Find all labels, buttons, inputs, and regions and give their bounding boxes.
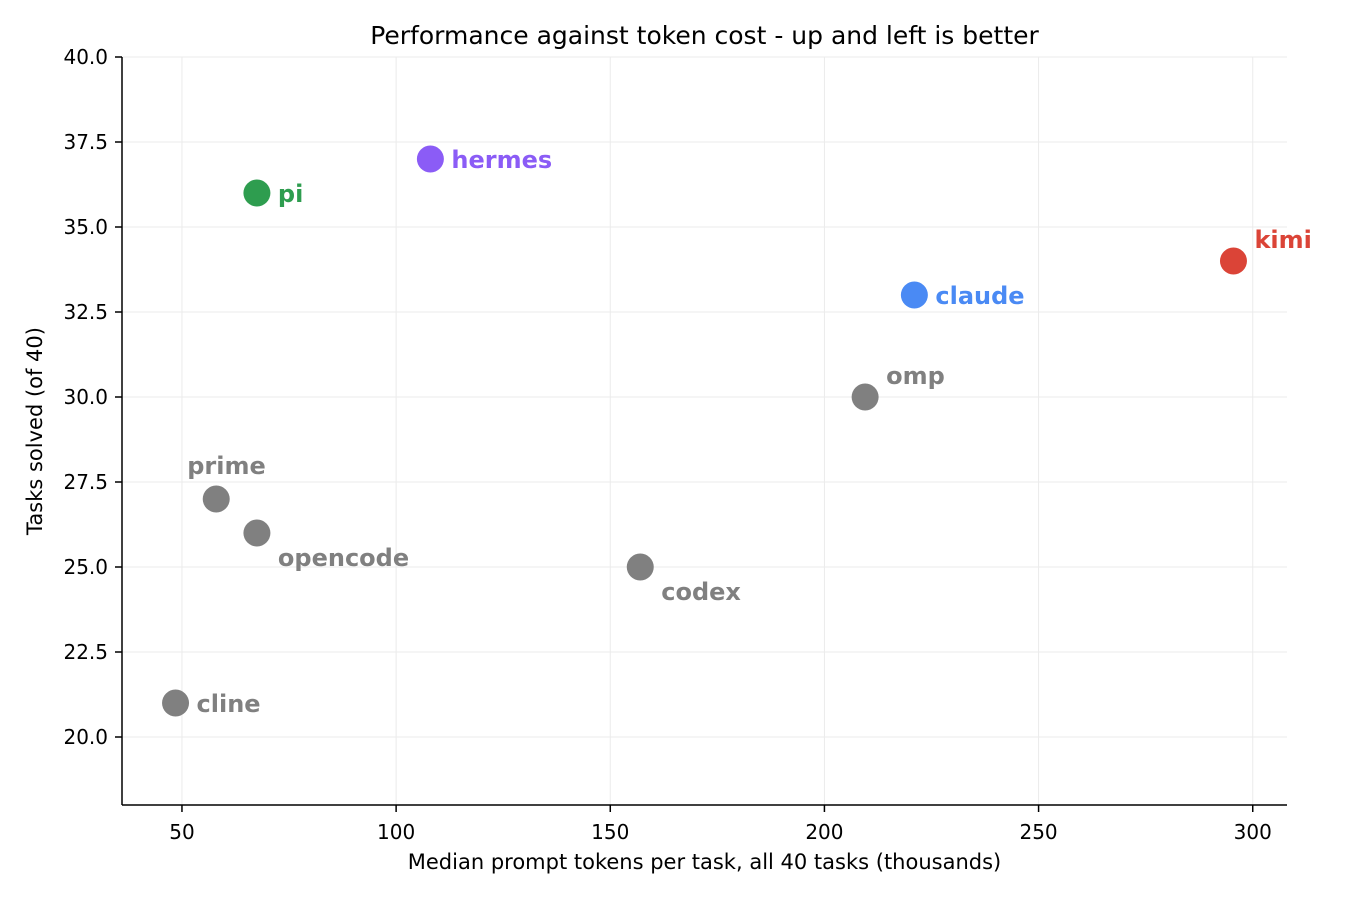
point-label-hermes: hermes [451,146,552,174]
data-point-cline [162,689,190,717]
point-label-codex: codex [661,578,741,606]
data-point-kimi [1219,247,1247,275]
data-point-claude [900,281,928,309]
y-axis-ticks: 20.0 22.5 25.0 27.5 30.0 32.5 35.0 37.5 40.0 [63,45,122,749]
y-tick-label: 20.0 [63,725,108,749]
y-tick-label: 37.5 [63,130,108,154]
data-point-omp [851,383,879,411]
x-tick-label: 50 [169,820,194,844]
data-point-pi [243,179,271,207]
y-tick-label: 35.0 [63,215,108,239]
axes-layer [121,57,1287,806]
point-label-cline: cline [197,690,261,718]
point-label-prime: prime [187,452,266,480]
y-tick-label: 25.0 [63,555,108,579]
x-axis-ticks: 50 100 150 200 250 300 [169,805,1272,844]
chart-title: Performance against token cost - up and … [370,21,1039,50]
data-point-prime [202,485,230,513]
x-axis-label: Median prompt tokens per task, all 40 ta… [408,850,1001,874]
point-label-kimi: kimi [1254,226,1311,254]
grid-layer [122,56,1287,805]
y-tick-label: 27.5 [63,470,108,494]
point-label-claude: claude [935,282,1024,310]
point-labels: hermes pi kimi claude omp prime opencode codex c… [187,146,1312,718]
x-tick-label: 150 [591,820,629,844]
y-axis-label: Tasks solved (of 40) [23,327,47,536]
point-label-omp: omp [886,362,945,390]
x-tick-label: 300 [1234,820,1272,844]
y-tick-label: 22.5 [63,640,108,664]
point-label-pi: pi [278,180,303,208]
data-point-codex [626,553,654,581]
x-tick-label: 100 [377,820,415,844]
y-tick-label: 32.5 [63,300,108,324]
data-points [162,145,1247,717]
y-tick-label: 40.0 [63,45,108,69]
x-tick-label: 250 [1019,820,1057,844]
y-tick-label: 30.0 [63,385,108,409]
data-point-hermes [416,145,444,173]
point-label-opencode: opencode [278,544,409,572]
x-tick-label: 200 [805,820,843,844]
data-point-opencode [243,519,271,547]
